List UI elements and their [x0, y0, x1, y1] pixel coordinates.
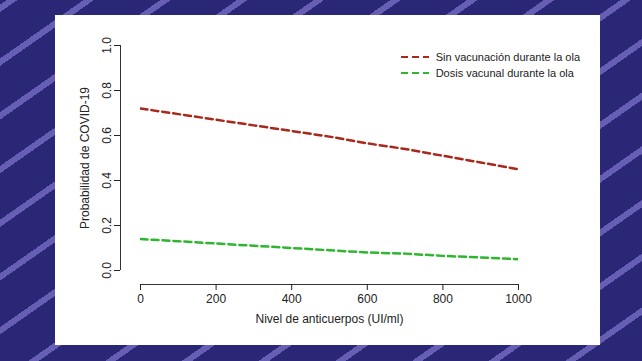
svg-text:Probabilidad de COVID-19: Probabilidad de COVID-19	[78, 87, 92, 229]
html-text:Sin vacunación durante la ola: Sin vacunación durante la ola	[435, 51, 580, 63]
svg-text:600: 600	[357, 292, 377, 306]
svg-text:0.6: 0.6	[100, 127, 114, 144]
html-text:Dosis vacunal durante la ola: Dosis vacunal durante la ola	[435, 67, 574, 79]
svg-text:400: 400	[282, 292, 302, 306]
svg-text:Nivel de anticuerpos (UI/ml): Nivel de anticuerpos (UI/ml)	[255, 312, 403, 326]
svg-text:0: 0	[137, 292, 144, 306]
svg-text:200: 200	[206, 292, 226, 306]
svg-text:0.8: 0.8	[100, 82, 114, 99]
svg-text:0.0: 0.0	[100, 262, 114, 279]
svg-text:800: 800	[433, 292, 453, 306]
svg-text:0.4: 0.4	[100, 172, 114, 189]
svg-text:1000: 1000	[505, 292, 532, 306]
svg-text:0.2: 0.2	[100, 217, 114, 234]
svg-text:1.0: 1.0	[100, 37, 114, 54]
